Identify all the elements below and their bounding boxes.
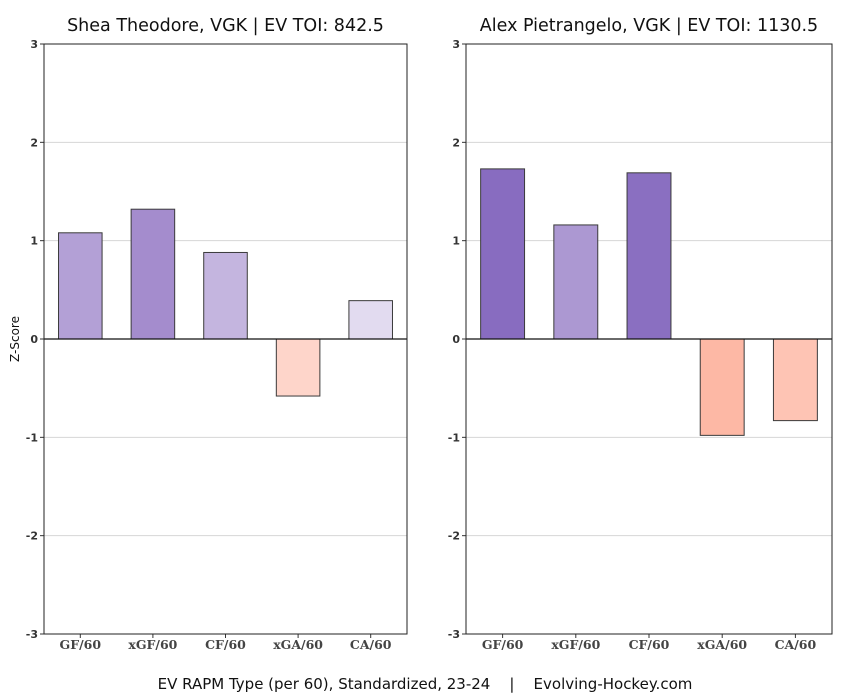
y-tick-label: 1 (30, 235, 38, 248)
x-tick-label: CA/60 (775, 637, 817, 652)
x-tick-label: CF/60 (205, 637, 246, 652)
y-tick-label: -3 (448, 628, 460, 641)
bar-ca-per-60 (348, 300, 393, 340)
y-tick-label: -1 (26, 431, 38, 444)
y-tick-label: 2 (452, 136, 460, 149)
bar-xgf-per-60 (130, 208, 176, 340)
x-tick-label: CF/60 (629, 637, 670, 652)
bar-gf-per-60 (58, 232, 103, 340)
bar-xga-per-60 (699, 338, 745, 436)
y-tick-label: 3 (452, 38, 460, 51)
y-tick-label: 1 (452, 235, 460, 248)
bar-cf-per-60 (203, 251, 248, 340)
y-tick-label: 0 (30, 333, 38, 346)
x-tick-label: xGA/60 (273, 637, 323, 652)
bar-xga-per-60 (275, 338, 321, 397)
y-tick-label: 0 (452, 333, 460, 346)
plot-frame (43, 43, 408, 635)
y-tick-label: -3 (26, 628, 38, 641)
bar-ca-per-60 (772, 338, 818, 422)
y-tick-label: 3 (30, 38, 38, 51)
chart-title: Shea Theodore, VGK | EV TOI: 842.5 (67, 16, 384, 36)
bar-gf-per-60 (480, 168, 526, 340)
plot-frame (465, 43, 833, 635)
y-axis-label: Z-Score (8, 316, 22, 362)
x-tick-label: xGF/60 (128, 637, 177, 652)
chart-title: Alex Pietrangelo, VGK | EV TOI: 1130.5 (480, 16, 818, 36)
x-tick-label: GF/60 (482, 637, 524, 652)
chart-caption: EV RAPM Type (per 60), Standardized, 23-… (158, 675, 693, 693)
x-tick-label: xGF/60 (551, 637, 600, 652)
bar-xgf-per-60 (553, 224, 599, 340)
chart-panel-1: 3 2 1 0 -1 -2 -3 GF/60 xGF/60 CF/60 xGA/60 CA/60 She… (26, 16, 408, 652)
y-tick-label: -1 (448, 431, 460, 444)
bar-cf-per-60 (626, 172, 672, 340)
x-tick-label: CA/60 (350, 637, 392, 652)
x-tick-label: GF/60 (60, 637, 102, 652)
chart-panel-2: 3 2 1 0 -1 -2 -3 GF/60 xGF/60 CF/60 xGA/60 CA/60 Ale… (448, 16, 833, 652)
y-tick-label: -2 (26, 530, 38, 543)
y-tick-label: -2 (448, 530, 460, 543)
x-tick-label: xGA/60 (697, 637, 747, 652)
y-tick-label: 2 (30, 136, 38, 149)
